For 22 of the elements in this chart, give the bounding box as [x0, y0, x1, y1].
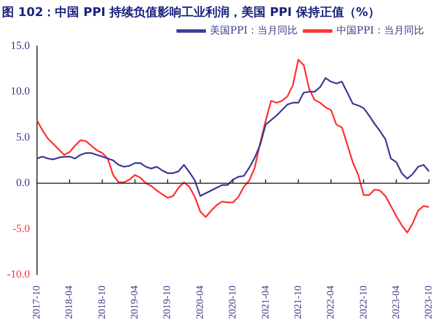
y-tick-label: 15.0 [10, 40, 30, 52]
x-tick-label: 2019-04 [130, 286, 141, 320]
x-tick-label: 2021-04 [260, 286, 272, 320]
legend-label: 美国PPI：当月同比 [210, 24, 298, 37]
x-tick-label: 2022-10 [358, 286, 370, 320]
y-tick-label: -5.0 [12, 222, 30, 235]
x-tick-label: 2020-10 [228, 286, 239, 320]
x-tick-label: 2023-04 [390, 286, 402, 320]
x-tick-label: 2018-10 [96, 286, 108, 320]
y-tick-label: -10.0 [6, 268, 30, 281]
x-tick-label: 2019-10 [162, 286, 174, 320]
y-tick-label: 10.0 [10, 86, 30, 98]
x-tick-label: 2023-10 [424, 286, 435, 320]
legend-label: 中国PPI：当月同比 [336, 24, 424, 37]
x-tick-label: 2022-04 [326, 286, 337, 320]
x-tick-label: 2017-10 [32, 286, 43, 320]
y-tick-label: 5.0 [16, 131, 30, 144]
x-tick-label: 2018-04 [64, 286, 76, 320]
chart-title: 图 102：中国 PPI 持续负值影响工业利润，美国 PPI 保持正值（%） [1, 4, 382, 20]
x-tick-label: 2021-10 [292, 286, 304, 320]
y-tick-label: 0.0 [16, 177, 30, 190]
x-tick-label: 2020-04 [194, 286, 206, 320]
